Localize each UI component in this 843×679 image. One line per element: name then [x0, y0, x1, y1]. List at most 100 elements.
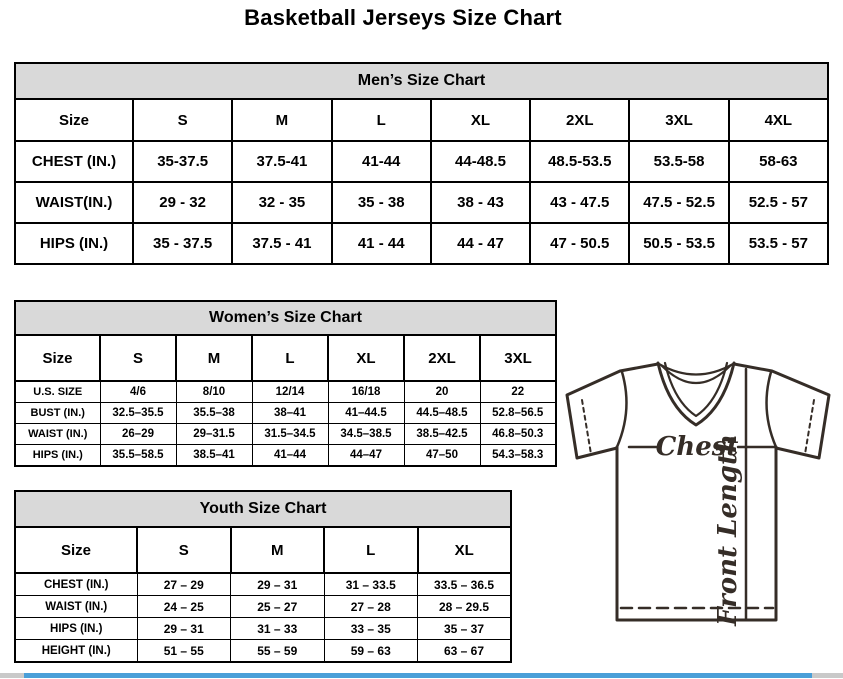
table-cell: 41-44 [330, 140, 432, 183]
column-header: 2XL [529, 98, 631, 142]
table-row: HIPS (IN.) 35.5–58.5 38.5–41 41–44 44–47 47–5… [14, 444, 557, 467]
column-header: 2XL [403, 334, 481, 382]
table-cell: 32.5–35.5 [99, 402, 177, 424]
table-cell: 37.5-41 [231, 140, 333, 183]
row-label: BUST (IN.) [14, 402, 101, 424]
table-cell: 29–31.5 [175, 423, 253, 445]
column-header: L [330, 98, 432, 142]
table-cell: 63 – 67 [417, 639, 512, 663]
table-row: U.S. SIZE 4/6 8/10 12/14 16/18 20 22 [14, 380, 557, 403]
table-cell: 24 – 25 [136, 595, 231, 618]
column-header: L [323, 526, 419, 574]
table-cell: 38.5–41 [175, 444, 253, 467]
row-label: HEIGHT (IN.) [14, 639, 138, 663]
table-title: Youth Size Chart [14, 490, 512, 528]
scrollbar-right-cap[interactable] [812, 673, 843, 678]
table-row: HIPS (IN.) 35 - 37.5 37.5 - 41 41 - 44 44 - … [14, 222, 830, 265]
table-cell: 4/6 [99, 380, 177, 403]
scrollbar-left-cap[interactable] [0, 673, 24, 678]
row-label: HIPS (IN.) [14, 444, 101, 467]
table-cell: 38.5–42.5 [403, 423, 481, 445]
table-cell: 53.5-58 [628, 140, 730, 183]
table-cell: 34.5–38.5 [327, 423, 405, 445]
womens-size-table: Women’s Size Chart Size S M L XL 2XL 3XL U.S. SI… [14, 300, 557, 467]
table-cell: 35-37.5 [131, 140, 234, 183]
column-header: 4XL [727, 98, 830, 142]
table-cell: 52.5 - 57 [727, 181, 830, 224]
table-cell: 59 – 63 [323, 639, 418, 663]
table-row: CHEST (IN.) 27 – 29 29 – 31 31 – 33.5 33.5 –… [14, 572, 512, 596]
row-label: WAIST (IN.) [14, 595, 138, 618]
table-cell: 51 – 55 [136, 639, 231, 663]
table-cell: 35 – 37 [417, 617, 512, 640]
table-cell: 32 - 35 [231, 181, 333, 224]
table-cell: 44 - 47 [429, 222, 532, 265]
table-cell: 41 - 44 [330, 222, 432, 265]
table-cell: 41–44 [251, 444, 329, 467]
table-row: WAIST (IN.) 26–29 29–31.5 31.5–34.5 34.5–38.… [14, 423, 557, 445]
scrollbar-thumb[interactable] [24, 673, 812, 678]
jersey-diagram: Chest Front Length [553, 358, 843, 630]
table-cell: 44–47 [327, 444, 405, 467]
table-cell: 38–41 [251, 402, 329, 424]
table-cell: 44.5–48.5 [403, 402, 481, 424]
row-label: CHEST (IN.) [14, 572, 138, 596]
mens-size-table: Men’s Size Chart Size S M L XL 2XL 3XL 4XL CHEST … [14, 62, 830, 265]
row-label: HIPS (IN.) [14, 222, 134, 265]
table-cell: 35.5–58.5 [99, 444, 177, 467]
table-cell: 46.8–50.3 [479, 423, 557, 445]
jersey-icon: Chest Front Length [565, 361, 831, 627]
table-cell: 58-63 [727, 140, 830, 183]
table-cell: 8/10 [175, 380, 253, 403]
table-cell: 31 – 33.5 [323, 572, 418, 596]
table-cell: 25 – 27 [230, 595, 325, 618]
table-cell: 50.5 - 53.5 [628, 222, 730, 265]
table-cell: 26–29 [99, 423, 177, 445]
table-cell: 47 - 50.5 [529, 222, 631, 265]
column-header: Size [14, 98, 134, 142]
column-header: Size [14, 334, 101, 382]
table-cell: 48.5-53.5 [529, 140, 631, 183]
row-label: HIPS (IN.) [14, 617, 138, 640]
youth-size-table: Youth Size Chart Size S M L XL CHEST (IN.) 27 –… [14, 490, 512, 663]
table-cell: 55 – 59 [230, 639, 325, 663]
table-header-row: Size S M L XL 2XL 3XL 4XL [14, 98, 830, 142]
table-header-row: Size S M L XL 2XL 3XL [14, 334, 557, 382]
table-row: CHEST (IN.) 35-37.5 37.5-41 41-44 44-48.5 48.… [14, 140, 830, 183]
table-title-row: Women’s Size Chart [14, 300, 557, 336]
row-label: WAIST(IN.) [14, 181, 134, 224]
table-cell: 52.8–56.5 [479, 402, 557, 424]
front-length-label: Front Length [713, 434, 743, 627]
column-header: S [99, 334, 177, 382]
table-cell: 27 – 28 [323, 595, 418, 618]
table-cell: 35 - 37.5 [131, 222, 234, 265]
table-cell: 22 [479, 380, 557, 403]
table-cell: 28 – 29.5 [417, 595, 512, 618]
table-row: HIPS (IN.) 29 – 31 31 – 33 33 – 35 35 – 37 [14, 617, 512, 640]
table-cell: 54.3–58.3 [479, 444, 557, 467]
column-header: S [131, 98, 234, 142]
table-cell: 20 [403, 380, 481, 403]
table-cell: 33 – 35 [323, 617, 418, 640]
column-header: M [175, 334, 253, 382]
horizontal-scrollbar[interactable] [0, 672, 843, 679]
row-label: WAIST (IN.) [14, 423, 101, 445]
table-cell: 35 - 38 [330, 181, 432, 224]
row-label: U.S. SIZE [14, 380, 101, 403]
row-label: CHEST (IN.) [14, 140, 134, 183]
page-title: Basketball Jerseys Size Chart [244, 5, 562, 30]
column-header: L [251, 334, 329, 382]
table-cell: 29 – 31 [230, 572, 325, 596]
table-row: HEIGHT (IN.) 51 – 55 55 – 59 59 – 63 63 – 67 [14, 639, 512, 663]
table-title-row: Men’s Size Chart [14, 62, 829, 100]
column-header: XL [429, 98, 532, 142]
table-cell: 47.5 - 52.5 [628, 181, 730, 224]
table-cell: 38 - 43 [429, 181, 532, 224]
table-cell: 29 – 31 [136, 617, 231, 640]
column-header: M [231, 98, 333, 142]
column-header: 3XL [479, 334, 557, 382]
table-row: BUST (IN.) 32.5–35.5 35.5–38 38–41 41–44.5 44… [14, 402, 557, 424]
table-cell: 12/14 [251, 380, 329, 403]
column-header: 3XL [628, 98, 730, 142]
